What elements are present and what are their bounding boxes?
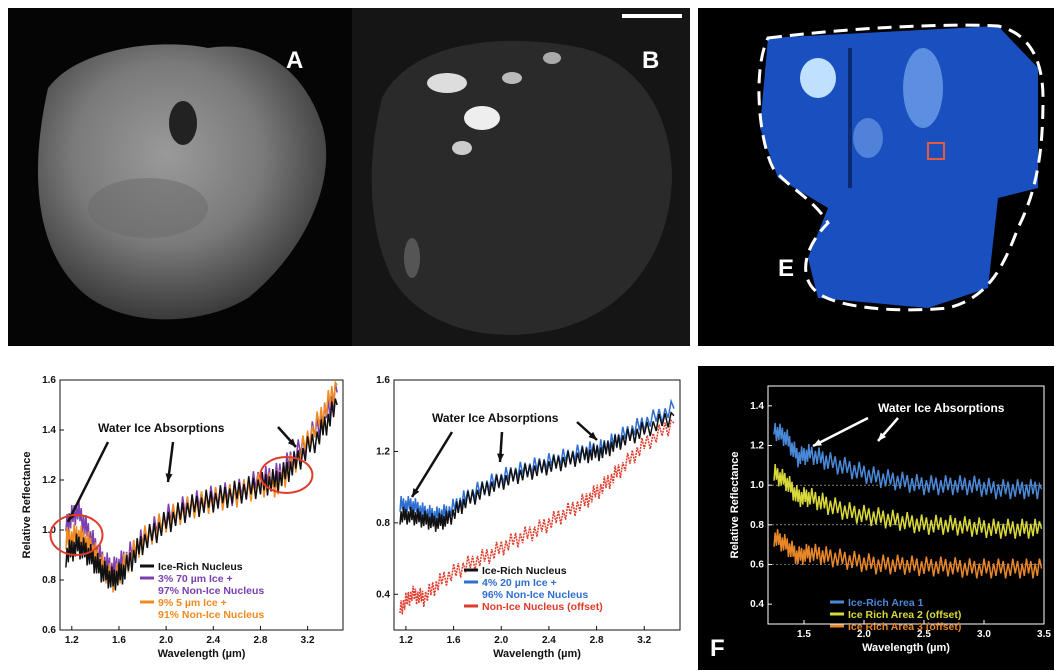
- legend-entry: 96% Non-Ice Nucleus: [482, 589, 588, 601]
- annotation-text: Water Ice Absorptions: [878, 401, 1005, 415]
- y-tick-label: 0.8: [42, 575, 56, 586]
- x-tick-label: 1.6: [447, 635, 461, 646]
- y-tick-label: 0.6: [750, 560, 764, 571]
- x-tick-label: 3.2: [301, 635, 315, 646]
- y-axis-label: Relative Reflectance: [729, 452, 741, 559]
- x-tick-label: 2.0: [494, 635, 508, 646]
- legend-entry: Non-Ice Nucleus (offset): [482, 601, 603, 613]
- x-axis-label: Wavelength (µm): [862, 642, 950, 654]
- plot-frame: [59, 379, 344, 631]
- x-tick-label: 2.0: [159, 635, 173, 646]
- x-tick-label: 1.6: [112, 635, 126, 646]
- arrow-head: [412, 488, 420, 497]
- legend-entry: Ice-Rich Area 1: [848, 597, 924, 609]
- annotation-arrow: [410, 431, 454, 498]
- legend-entry: 3% 70 µm Ice +: [158, 573, 233, 585]
- series-line-1: [773, 422, 1043, 500]
- arrow-head: [813, 439, 822, 446]
- x-tick-label: 1.2: [65, 635, 79, 646]
- panel-label-b: B: [642, 47, 659, 74]
- comet-nucleus-image-b: B: [352, 8, 690, 346]
- x-axis-label: Wavelength (µm): [493, 648, 581, 660]
- arrow-head: [878, 432, 887, 441]
- annotation-text: Water Ice Absorptions: [98, 421, 225, 435]
- x-tick-label: 2.5: [917, 629, 931, 640]
- legend-entry: 9% 5 µm Ice +: [158, 597, 227, 609]
- y-tick-label: 1.0: [750, 480, 764, 491]
- y-tick-label: 0.6: [42, 625, 56, 636]
- legend-entry: Ice-Rich Nucleus: [158, 561, 243, 573]
- ice-map-image-e: E: [757, 23, 1045, 312]
- x-tick-label: 2.4: [206, 635, 220, 646]
- x-axis-label: Wavelength (µm): [158, 648, 246, 660]
- plot-frame: [767, 385, 1045, 625]
- series-line-3: [773, 529, 1043, 579]
- y-tick-label: 0.8: [376, 518, 390, 529]
- series-line-3: [399, 411, 675, 532]
- chart-d: 1.2 1.6 2.0 2.4 2.8 3.2 0.4 0.8 1.2 1.6 Wavelength…: [376, 375, 681, 660]
- legend-entry: 4% 20 µm Ice +: [482, 577, 557, 589]
- annotation-arrow: [812, 416, 869, 448]
- image-panel-b: B: [352, 8, 690, 346]
- y-tick-label: 1.0: [42, 525, 56, 536]
- chart-c: 1.2 1.6 2.0 2.4 2.8 3.2 0.6 0.8 1.0 1.2 1.4 1.6 Wave…: [21, 375, 344, 660]
- series-line-3: [65, 398, 338, 591]
- annotation-text: Water Ice Absorptions: [432, 411, 559, 425]
- highlight-circle: [259, 456, 314, 494]
- x-tick-label: 2.8: [254, 635, 268, 646]
- series-line-1: [65, 383, 338, 581]
- series-line-2: [773, 464, 1043, 539]
- legend-entry: Ice Rich Area 2 (offset): [848, 609, 961, 621]
- y-axis-label: Relative Reflectance: [21, 452, 33, 559]
- legend-entry: 91% Non-Ice Nucleus: [158, 609, 264, 621]
- panel-label-f: F: [710, 635, 725, 662]
- chart-panel-f: F 1.5 2.0 2.5 3.0 3.5 0.4 0.6 0.8 1.0 1.2 1.4 Wavel…: [698, 366, 1054, 670]
- panel-label-a: A: [286, 47, 303, 74]
- x-tick-label: 3.2: [637, 635, 651, 646]
- y-tick-label: 1.4: [42, 425, 56, 436]
- x-tick-label: 1.2: [399, 635, 413, 646]
- y-tick-label: 0.8: [750, 520, 764, 531]
- y-tick-label: 0.4: [750, 599, 764, 610]
- y-tick-label: 1.2: [42, 475, 56, 486]
- annotation-arrow: [66, 441, 110, 523]
- x-tick-label: 3.5: [1037, 629, 1051, 640]
- legend-entry: 97% Non-Ice Nucleus: [158, 585, 264, 597]
- y-tick-label: 1.6: [42, 375, 56, 386]
- comet-nucleus-image-a: A: [38, 44, 327, 320]
- arrow-head: [497, 453, 505, 462]
- chart-panel-d: 1.2 1.6 2.0 2.4 2.8 3.2 0.4 0.8 1.2 1.6 Wavelength…: [352, 362, 690, 667]
- chart-panel-c: 1.2 1.6 2.0 2.4 2.8 3.2 0.6 0.8 1.0 1.2 1.4 1.6 Wave…: [8, 362, 353, 667]
- arrow-head: [165, 473, 173, 482]
- legend-entry: Ice-Rich Nucleus: [482, 565, 567, 577]
- arrow-head: [588, 431, 597, 440]
- x-tick-label: 3.0: [977, 629, 991, 640]
- arrow-head: [287, 438, 296, 447]
- highlight-circle: [49, 514, 104, 556]
- y-tick-label: 1.4: [750, 401, 764, 412]
- series-line-1: [399, 419, 675, 615]
- image-panel-a: A: [8, 8, 362, 346]
- x-tick-label: 2.0: [857, 629, 871, 640]
- panel-label-e: E: [778, 255, 794, 282]
- y-tick-label: 1.2: [376, 446, 390, 457]
- y-tick-label: 1.2: [750, 441, 764, 452]
- x-tick-label: 1.5: [797, 629, 811, 640]
- y-tick-label: 1.6: [376, 375, 390, 386]
- chart-f: F 1.5 2.0 2.5 3.0 3.5 0.4 0.6 0.8 1.0 1.2 1.4 Wavel…: [710, 385, 1051, 662]
- y-tick-label: 0.4: [376, 589, 390, 600]
- plot-frame: [393, 379, 681, 631]
- image-panel-e: E: [698, 8, 1054, 346]
- x-tick-label: 2.4: [542, 635, 556, 646]
- x-tick-label: 2.8: [590, 635, 604, 646]
- legend-entry: Ice Rich Area 3 (offset): [848, 621, 961, 633]
